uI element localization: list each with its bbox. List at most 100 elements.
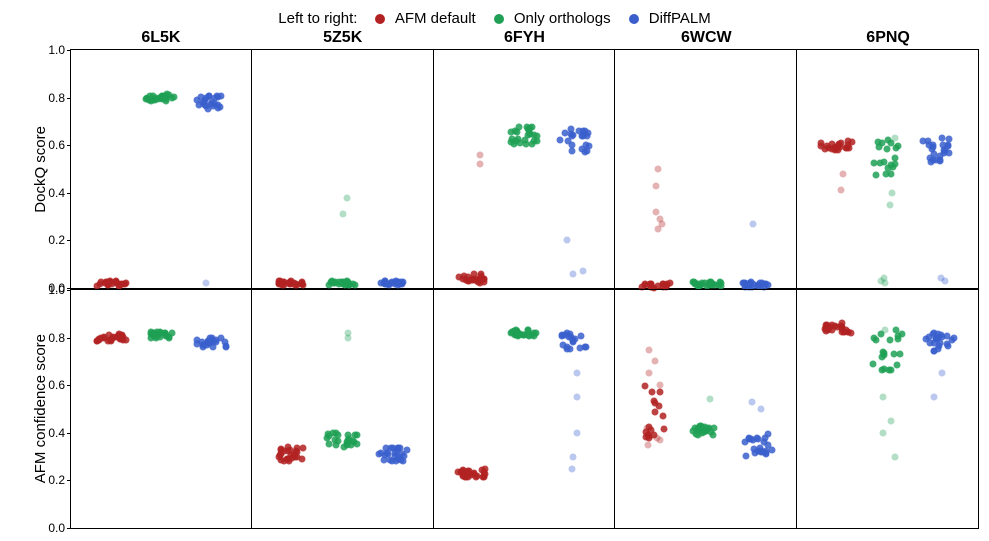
data-point [887, 171, 894, 178]
ytick-label: 0.2 [48, 473, 65, 487]
data-point [931, 394, 938, 401]
data-point [880, 366, 887, 373]
panel-r1-c0: 0.00.20.40.60.81.0 [70, 289, 252, 529]
data-point [582, 343, 589, 350]
legend-dot-orth [494, 14, 504, 24]
data-point [653, 182, 660, 189]
data-point [299, 279, 306, 286]
data-point [891, 453, 898, 460]
data-point [707, 396, 714, 403]
data-point [641, 382, 648, 389]
data-point [844, 137, 851, 144]
data-point [892, 327, 899, 334]
data-point [822, 328, 829, 335]
data-point [114, 334, 121, 341]
data-point [404, 447, 411, 454]
col-title-3: 6WCW [615, 29, 797, 47]
data-point [870, 360, 877, 367]
data-point [524, 327, 531, 334]
data-point [871, 160, 878, 167]
data-point [161, 93, 168, 100]
data-point [939, 134, 946, 141]
legend-label-diff: DiffPALM [649, 10, 711, 27]
data-point [299, 444, 306, 451]
panel-r1-c4 [797, 289, 979, 529]
legend-prefix: Left to right: [278, 10, 357, 27]
col-title-1: 5Z5K [252, 29, 434, 47]
data-point [881, 275, 888, 282]
plot-grid: DockQ score 0.00.20.40.60.81.0 AFM confi… [10, 49, 979, 529]
data-point [223, 343, 230, 350]
data-point [332, 437, 339, 444]
data-point [937, 158, 944, 165]
data-point [875, 144, 882, 151]
data-point [470, 276, 477, 283]
data-point [821, 146, 828, 153]
ylabel-dockq: DockQ score [32, 126, 49, 213]
ytick-label: 0.0 [48, 521, 65, 535]
data-point [381, 451, 388, 458]
ytick-mark [67, 193, 71, 194]
data-point [568, 148, 575, 155]
legend-item-afm: AFM default [375, 10, 475, 27]
data-point [561, 332, 568, 339]
data-point [873, 171, 880, 178]
data-point [584, 147, 591, 154]
ytick-mark [67, 338, 71, 339]
ytick-mark [67, 98, 71, 99]
data-point [925, 142, 932, 149]
data-point [643, 433, 650, 440]
data-point [758, 406, 765, 413]
data-point [194, 341, 201, 348]
data-point [926, 339, 933, 346]
data-point [660, 280, 667, 287]
data-point [476, 151, 483, 158]
data-point [280, 457, 287, 464]
ytick-label: 0.6 [48, 138, 65, 152]
data-point [343, 194, 350, 201]
data-point [200, 98, 207, 105]
legend-label-orth: Only orthologs [514, 10, 611, 27]
data-point [746, 281, 753, 288]
data-point [524, 125, 531, 132]
data-point [341, 443, 348, 450]
data-point [290, 451, 297, 458]
data-point [517, 331, 524, 338]
data-point [559, 341, 566, 348]
data-point [940, 142, 947, 149]
ytick-label: 1.0 [48, 283, 65, 297]
data-point [569, 131, 576, 138]
ytick-label: 1.0 [48, 43, 65, 57]
data-point [768, 446, 775, 453]
data-point [657, 215, 664, 222]
data-point [701, 280, 708, 287]
data-point [743, 453, 750, 460]
data-point [476, 161, 483, 168]
col-title-0: 6L5K [70, 29, 252, 47]
data-point [564, 237, 571, 244]
data-point [845, 145, 852, 152]
legend-dot-afm [375, 14, 385, 24]
data-point [213, 339, 220, 346]
data-point [104, 281, 111, 288]
data-point [897, 350, 904, 357]
data-point [388, 458, 395, 465]
data-point [147, 97, 154, 104]
ylabel-afmconf: AFM confidence score [32, 334, 49, 483]
data-point [350, 438, 357, 445]
data-point [657, 388, 664, 395]
data-point [204, 338, 211, 345]
legend: Left to right: AFM default Only ortholog… [10, 10, 979, 27]
data-point [650, 397, 657, 404]
data-point [564, 137, 571, 144]
data-point [216, 104, 223, 111]
data-point [657, 382, 664, 389]
data-point [330, 280, 337, 287]
data-point [710, 431, 717, 438]
data-point [480, 278, 487, 285]
legend-dot-diff [629, 14, 639, 24]
ytick-mark [67, 385, 71, 386]
data-point [468, 471, 475, 478]
ytick-mark [67, 50, 71, 51]
data-point [834, 324, 841, 331]
